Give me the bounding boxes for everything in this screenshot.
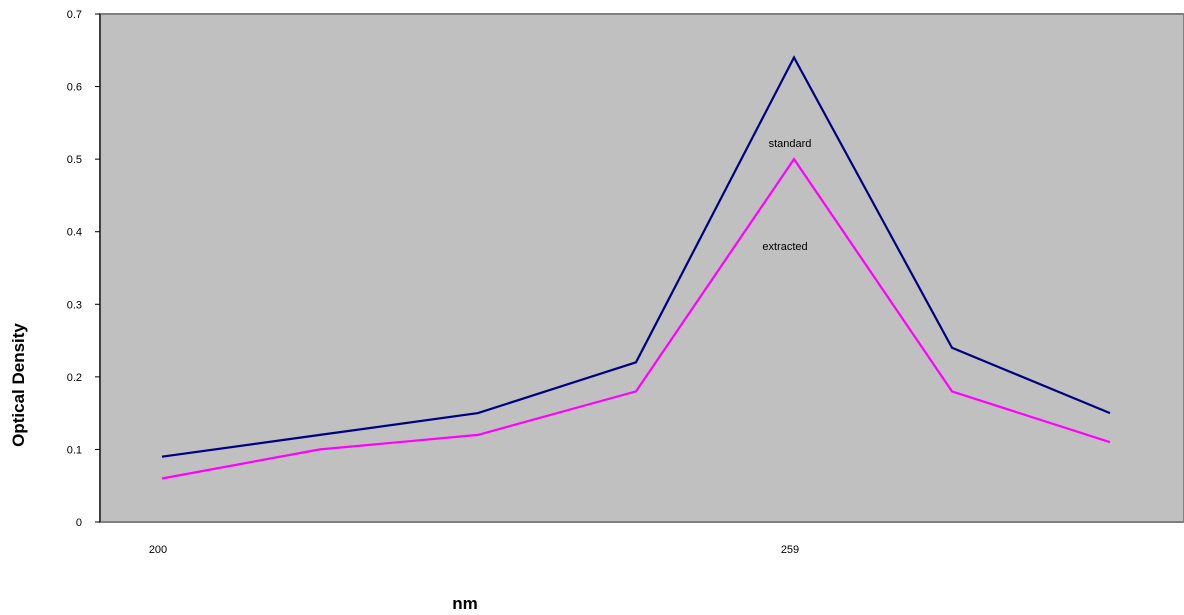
series-line-extracted xyxy=(161,157,1111,480)
x-axis-ticks: 200 259 xyxy=(149,544,799,556)
y-tick-label: 0.7 xyxy=(67,9,82,21)
series-line-standard xyxy=(161,55,1111,458)
x-axis-title: nm xyxy=(452,594,478,613)
plot-area xyxy=(99,13,1184,523)
y-tick-label: 0 xyxy=(76,517,82,529)
y-axis-title: Optical Density xyxy=(9,323,28,447)
y-tick-label: 0.3 xyxy=(67,299,82,311)
y-tick-label: 0.4 xyxy=(67,227,82,239)
x-tick-label: 259 xyxy=(781,544,799,556)
series-label-standard: standard xyxy=(769,138,812,150)
y-tick-label: 0.2 xyxy=(67,372,82,384)
y-tick-label: 0.6 xyxy=(67,82,82,94)
y-tick-label: 0.1 xyxy=(67,444,82,456)
series-label-extracted: extracted xyxy=(762,241,807,253)
x-tick-label: 200 xyxy=(149,544,167,556)
y-axis-ticks: 0 0.1 0.2 0.3 0.4 0.5 0.6 0.7 xyxy=(67,9,101,529)
series-lines xyxy=(161,55,1111,480)
y-tick-label: 0.5 xyxy=(67,154,82,166)
